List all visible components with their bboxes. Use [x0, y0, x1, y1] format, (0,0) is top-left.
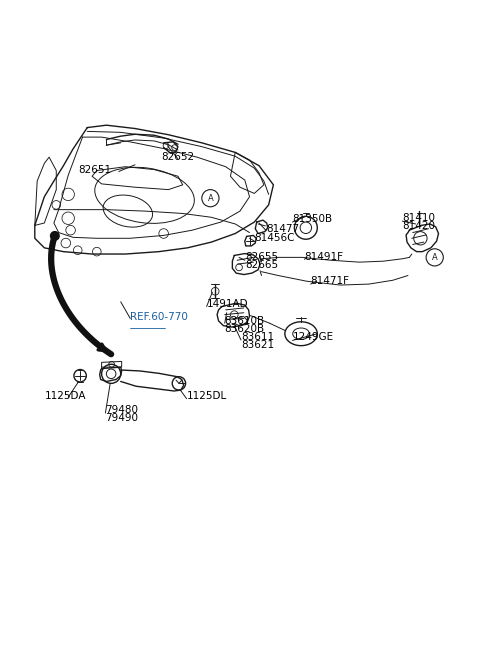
Text: 1491AD: 1491AD — [206, 299, 248, 309]
Text: 81477: 81477 — [266, 224, 300, 234]
Text: 1125DA: 1125DA — [44, 390, 86, 401]
Text: 1125DL: 1125DL — [187, 390, 227, 401]
Text: 81410: 81410 — [402, 213, 435, 223]
Text: 83620B: 83620B — [225, 323, 265, 334]
Text: 81491F: 81491F — [304, 252, 343, 262]
Text: 82665: 82665 — [245, 260, 278, 270]
Text: 81420: 81420 — [402, 221, 435, 231]
Circle shape — [50, 232, 59, 240]
Text: 79490: 79490 — [106, 413, 138, 423]
Text: 81350B: 81350B — [292, 214, 333, 224]
Text: 81456C: 81456C — [254, 233, 295, 243]
Text: A: A — [432, 253, 438, 262]
Text: 83610B: 83610B — [225, 316, 265, 325]
Text: 81471F: 81471F — [311, 276, 349, 286]
Text: A: A — [207, 194, 213, 203]
Text: 82651: 82651 — [78, 165, 111, 175]
Text: REF.60-770: REF.60-770 — [130, 312, 188, 322]
Text: 82652: 82652 — [161, 152, 194, 162]
Text: 82655: 82655 — [245, 252, 278, 262]
Text: 83611: 83611 — [241, 333, 274, 342]
Text: 83621: 83621 — [241, 340, 274, 350]
Text: 79480: 79480 — [106, 405, 138, 415]
Text: 1249GE: 1249GE — [292, 333, 334, 342]
